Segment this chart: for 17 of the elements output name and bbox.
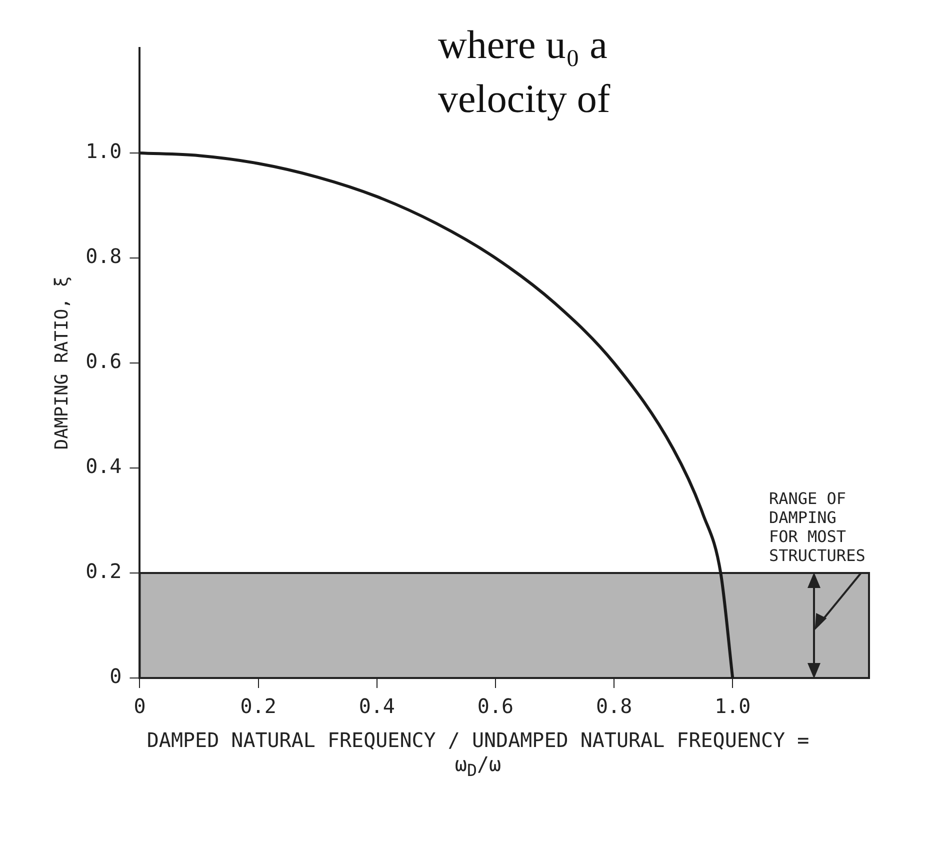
band-label: RANGE OF DAMPING FOR MOST STRUCTURES xyxy=(769,489,866,565)
x-tick-label: 1.0 xyxy=(714,694,751,718)
x-tick-label: 0.6 xyxy=(477,694,514,718)
y-tick-label: 0 xyxy=(110,664,122,688)
y-tick-label: 0.4 xyxy=(86,454,122,478)
x-tick-label: 0 xyxy=(134,694,146,718)
annotation: velocity of xyxy=(438,75,610,123)
x-tick-label: 0.4 xyxy=(358,694,395,718)
y-axis-title: DAMPING RATIO, ξ xyxy=(51,276,72,450)
y-tick-label: 1.0 xyxy=(86,139,122,164)
x-tick-label: 0.8 xyxy=(596,694,632,718)
x-axis-title: DAMPED NATURAL FREQUENCY / UNDAMPED NATURAL FREQUENCY = ω$_{D}$/ω xyxy=(146,728,810,780)
y-tick-label: 0.8 xyxy=(86,244,122,268)
annotation: where u₀ a xyxy=(438,21,608,69)
y-tick-label: 0.2 xyxy=(86,559,122,584)
y-tick-label: 0.6 xyxy=(86,349,122,374)
x-tick-label: 0.2 xyxy=(240,694,276,718)
